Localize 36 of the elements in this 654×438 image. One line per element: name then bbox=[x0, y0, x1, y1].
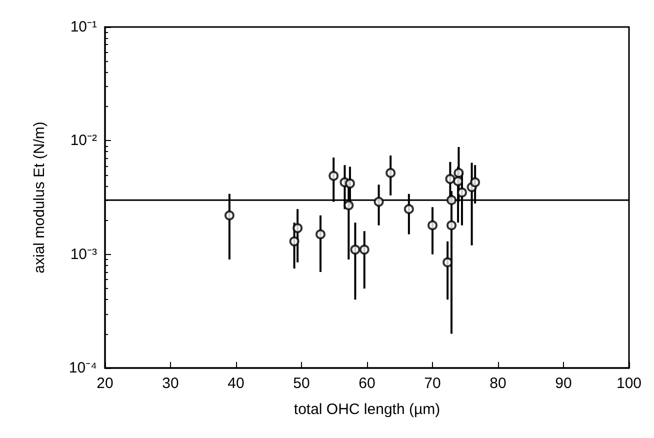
point bbox=[386, 168, 396, 178]
y-tick-label: 10⁻⁴ bbox=[68, 360, 97, 376]
y-tick-label: 10⁻³ bbox=[70, 246, 97, 263]
point bbox=[328, 170, 339, 181]
point bbox=[428, 220, 438, 230]
y-tick-label: 10⁻² bbox=[70, 132, 97, 150]
point bbox=[224, 210, 234, 220]
y-axis-title: axial modulus Et (N/m) bbox=[31, 122, 48, 274]
point bbox=[470, 177, 480, 188]
x-tick-label: 70 bbox=[424, 375, 441, 392]
point bbox=[446, 220, 456, 230]
point bbox=[456, 187, 467, 198]
x-tick-label: 30 bbox=[162, 375, 179, 392]
x-tick-label: 80 bbox=[490, 375, 506, 392]
x-tick-label: 20 bbox=[96, 375, 114, 392]
point bbox=[445, 174, 456, 184]
point bbox=[404, 204, 414, 214]
x-tick-label: 40 bbox=[228, 375, 244, 392]
x-tick-label: 100 bbox=[616, 375, 642, 392]
point bbox=[446, 195, 456, 206]
point bbox=[453, 176, 464, 186]
x-axis-title: total OHC length (µm) bbox=[294, 401, 440, 418]
x-tick-label: 60 bbox=[358, 375, 376, 392]
point bbox=[292, 223, 303, 234]
point bbox=[350, 244, 360, 255]
point bbox=[374, 196, 384, 207]
point bbox=[442, 257, 453, 268]
y-tick-label: 10⁻¹ bbox=[70, 18, 97, 36]
point bbox=[359, 244, 370, 255]
point bbox=[454, 168, 464, 178]
point bbox=[289, 236, 300, 246]
x-tick-label: 90 bbox=[555, 375, 572, 392]
point bbox=[344, 178, 355, 188]
x-tick-label: 50 bbox=[293, 375, 310, 392]
point bbox=[344, 200, 354, 210]
point bbox=[316, 229, 326, 240]
